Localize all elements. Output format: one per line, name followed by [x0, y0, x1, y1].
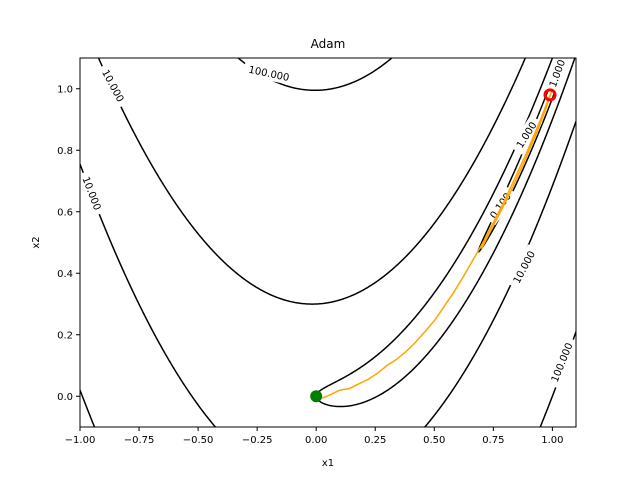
contour-line	[80, 58, 576, 427]
x-tick-label: 0.75	[482, 435, 504, 446]
contour-label: 0.100	[483, 186, 518, 226]
contour-label-layer: 10.000 10.000 100.000 1.000 0.100 10.000 100.0…	[80, 58, 576, 389]
contour-label-bg	[545, 336, 576, 389]
contour-label: 100.000	[545, 336, 576, 389]
y-tick-label: 0.8	[57, 146, 73, 157]
y-axis-label: x2	[31, 236, 42, 248]
contour-label-bg	[510, 115, 543, 155]
y-axis-ticks: 0.0 0.2 0.4 0.6 0.8 1.0	[57, 84, 80, 403]
y-tick-label: 0.4	[57, 269, 73, 280]
y-tick-label: 0.2	[57, 330, 73, 341]
y-tick-label: 1.0	[57, 84, 73, 95]
x-axis-label: x1	[322, 458, 334, 469]
x-tick-label: −0.50	[183, 435, 214, 446]
x-tick-label: 0.50	[423, 435, 445, 446]
contour-label-bg	[80, 170, 107, 217]
contour-label-bg	[544, 58, 571, 94]
x-tick-label: 0.00	[305, 435, 327, 446]
trajectory-branch	[480, 88, 554, 250]
x-axis-ticks: −1.00 −0.75 −0.50 −0.25 0.00 0.25 0.50 0.75 1.00	[65, 427, 564, 446]
contour-label-bg	[242, 61, 296, 86]
x-tick-label: 0.25	[364, 435, 386, 446]
trajectory-path	[316, 94, 551, 399]
contour-label-bg	[507, 244, 541, 290]
contour-label: 100.000	[242, 61, 296, 86]
trajectory-layer	[310, 88, 557, 403]
contour-line	[315, 58, 576, 408]
chart-title: Adam	[311, 37, 346, 51]
contour-line	[80, 58, 576, 427]
end-point-marker	[543, 88, 557, 102]
contour-label-bg	[96, 62, 130, 109]
contour-label: 10.000	[507, 244, 541, 290]
contour-label: 10.000	[80, 170, 107, 217]
x-tick-label: −0.75	[124, 435, 155, 446]
plot-frame	[79, 57, 577, 428]
x-tick-label: −1.00	[65, 435, 96, 446]
x-tick-label: −0.25	[242, 435, 273, 446]
contour-lines	[80, 58, 576, 427]
y-tick-label: 0.0	[57, 392, 73, 403]
contour-label: 10.000	[96, 62, 130, 109]
x-tick-label: 1.00	[541, 435, 563, 446]
y-tick-label: 0.6	[57, 207, 73, 218]
contour-label: 1.000	[544, 58, 571, 94]
start-point-marker	[310, 390, 323, 403]
